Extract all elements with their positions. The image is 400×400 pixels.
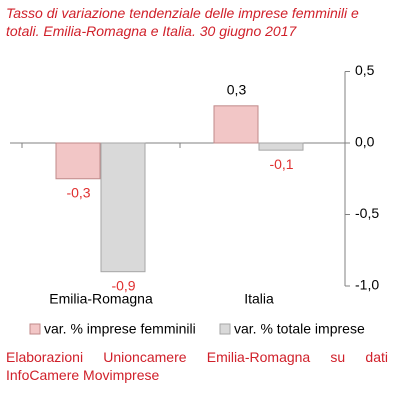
chart-title: Tasso di variazione tendenziale delle im… xyxy=(6,5,359,39)
value-label: -0,9 xyxy=(111,277,135,293)
value-label: -0,3 xyxy=(66,184,90,200)
x-tick-label: Emilia-Romagna xyxy=(49,291,153,307)
y-tick-label: 0,0 xyxy=(355,134,375,150)
source-note: Elaborazioni Unioncamere Emilia-Romagna … xyxy=(6,349,388,383)
bar xyxy=(100,142,146,273)
y-tick-label: 0,5 xyxy=(355,62,375,78)
y-tick-label: -1,0 xyxy=(355,277,379,293)
legend-label: var. % totale imprese xyxy=(234,321,365,337)
value-label: 0,3 xyxy=(227,82,247,98)
legend-label: var. % imprese femminili xyxy=(44,321,196,337)
x-tick-label: Italia xyxy=(244,291,274,307)
bar xyxy=(213,105,259,144)
bar xyxy=(258,142,304,151)
y-tick-label: -0,5 xyxy=(355,205,379,221)
bar xyxy=(55,142,101,180)
value-label: -0,1 xyxy=(269,156,293,172)
chart: 0,5 0,0 -0,5 -1,0 Emilia-Romagna -0,3 -0,9 Ital… xyxy=(10,62,379,337)
legend-swatch xyxy=(219,323,231,335)
legend-swatch xyxy=(29,323,41,335)
